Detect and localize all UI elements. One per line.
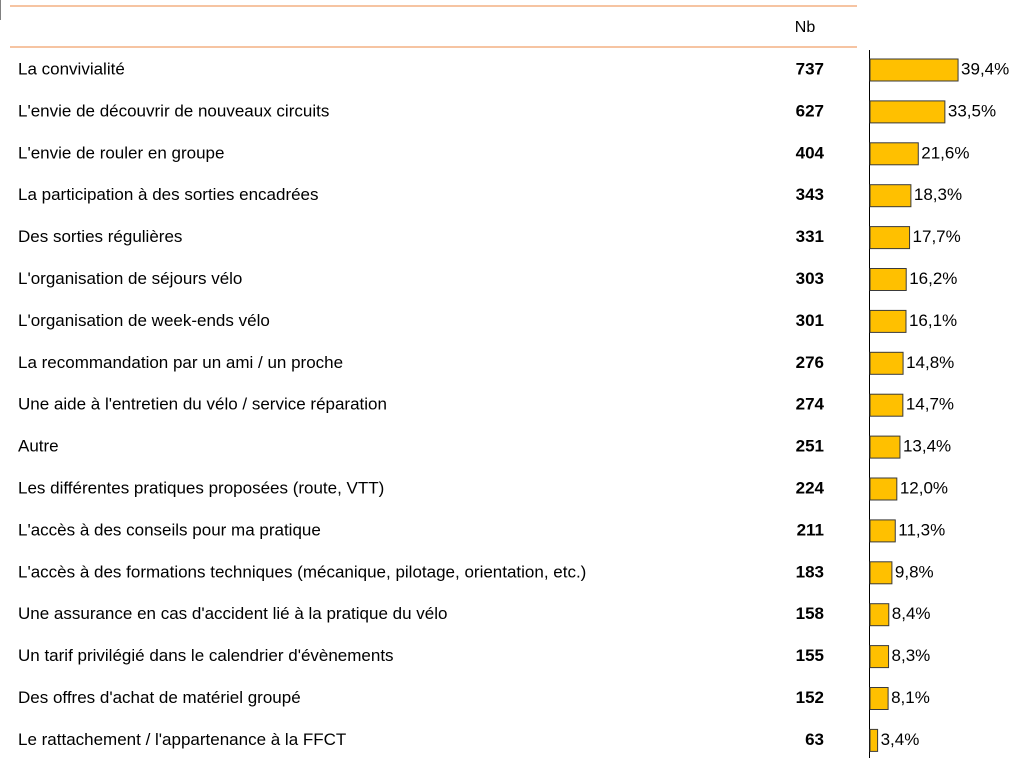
bar-value-label: 14,7% <box>906 395 954 414</box>
bar <box>869 393 904 417</box>
row-label: L'envie de découvrir de nouveaux circuit… <box>18 101 329 120</box>
bar <box>869 519 896 543</box>
row-count: 301 <box>796 311 824 330</box>
row-count: 224 <box>796 478 825 497</box>
row-label: L'organisation de week-ends vélo <box>18 311 270 330</box>
bar <box>869 58 959 82</box>
row-label: L'envie de rouler en groupe <box>18 143 224 162</box>
bar <box>869 728 879 752</box>
row-label: L'accès à des formations techniques (méc… <box>18 562 586 581</box>
row-count: 737 <box>796 59 824 78</box>
row-label: Une aide à l'entretien du vélo / service… <box>18 395 387 414</box>
bar <box>869 351 904 375</box>
bar-value-label: 21,6% <box>921 143 969 162</box>
bar <box>869 687 889 710</box>
bar-value-label: 13,4% <box>903 437 951 456</box>
bar-value-label: 8,3% <box>892 646 931 665</box>
bar-value-label: 33,5% <box>948 101 996 120</box>
bar <box>869 561 893 585</box>
bar-value-label: 14,8% <box>906 353 954 372</box>
bar-value-label: 3,4% <box>881 730 920 749</box>
row-count: 152 <box>796 688 824 707</box>
bar-value-label: 8,1% <box>891 688 930 707</box>
row-label: Des offres d'achat de matériel groupé <box>18 688 301 707</box>
count-header: Nb <box>795 19 816 36</box>
row-count: 343 <box>796 185 824 204</box>
row-count: 404 <box>796 143 825 162</box>
row-count: 155 <box>796 646 824 665</box>
row-label: La recommandation par un ami / un proche <box>18 353 343 372</box>
row-label: La participation à des sorties encadrées <box>18 185 319 204</box>
row-count: 303 <box>796 269 824 288</box>
row-label: Des sorties régulières <box>18 227 182 246</box>
bar <box>869 477 898 501</box>
row-label: Une assurance en cas d'accident lié à la… <box>18 604 447 623</box>
row-count: 211 <box>797 520 824 539</box>
bar-value-label: 16,1% <box>909 311 957 330</box>
row-label: Un tarif privilégié dans le calendrier d… <box>18 646 394 665</box>
row-count: 183 <box>796 562 824 581</box>
row-count: 63 <box>805 730 824 749</box>
bar-value-label: 8,4% <box>892 604 931 623</box>
row-label: Autre <box>18 437 59 456</box>
bar-value-label: 12,0% <box>900 478 948 497</box>
row-count: 158 <box>796 604 824 623</box>
bar-value-label: 16,2% <box>909 269 957 288</box>
row-count: 274 <box>796 395 825 414</box>
row-count: 251 <box>796 437 824 456</box>
bar-value-label: 9,8% <box>895 562 934 581</box>
row-label: L'organisation de séjours vélo <box>18 269 242 288</box>
row-label: La convivialité <box>18 59 125 78</box>
row-label: L'accès à des conseils pour ma pratique <box>18 520 321 539</box>
bar-value-label: 18,3% <box>914 185 962 204</box>
row-count: 276 <box>796 353 824 372</box>
row-count: 331 <box>796 227 824 246</box>
bar <box>869 645 890 669</box>
bar-value-label: 39,4% <box>961 59 1009 78</box>
bar <box>869 268 907 291</box>
bar <box>869 226 911 250</box>
bar <box>869 603 890 627</box>
bar <box>869 100 946 124</box>
bar <box>869 309 907 333</box>
row-label: Le rattachement / l'appartenance à la FF… <box>18 730 346 749</box>
bar <box>869 184 912 208</box>
row-label: Les différentes pratiques proposées (rou… <box>18 478 384 497</box>
row-count: 627 <box>796 101 824 120</box>
bar-value-label: 17,7% <box>913 227 961 246</box>
bar-value-label: 11,3% <box>898 520 945 539</box>
bar <box>869 142 919 166</box>
bar <box>869 435 901 459</box>
